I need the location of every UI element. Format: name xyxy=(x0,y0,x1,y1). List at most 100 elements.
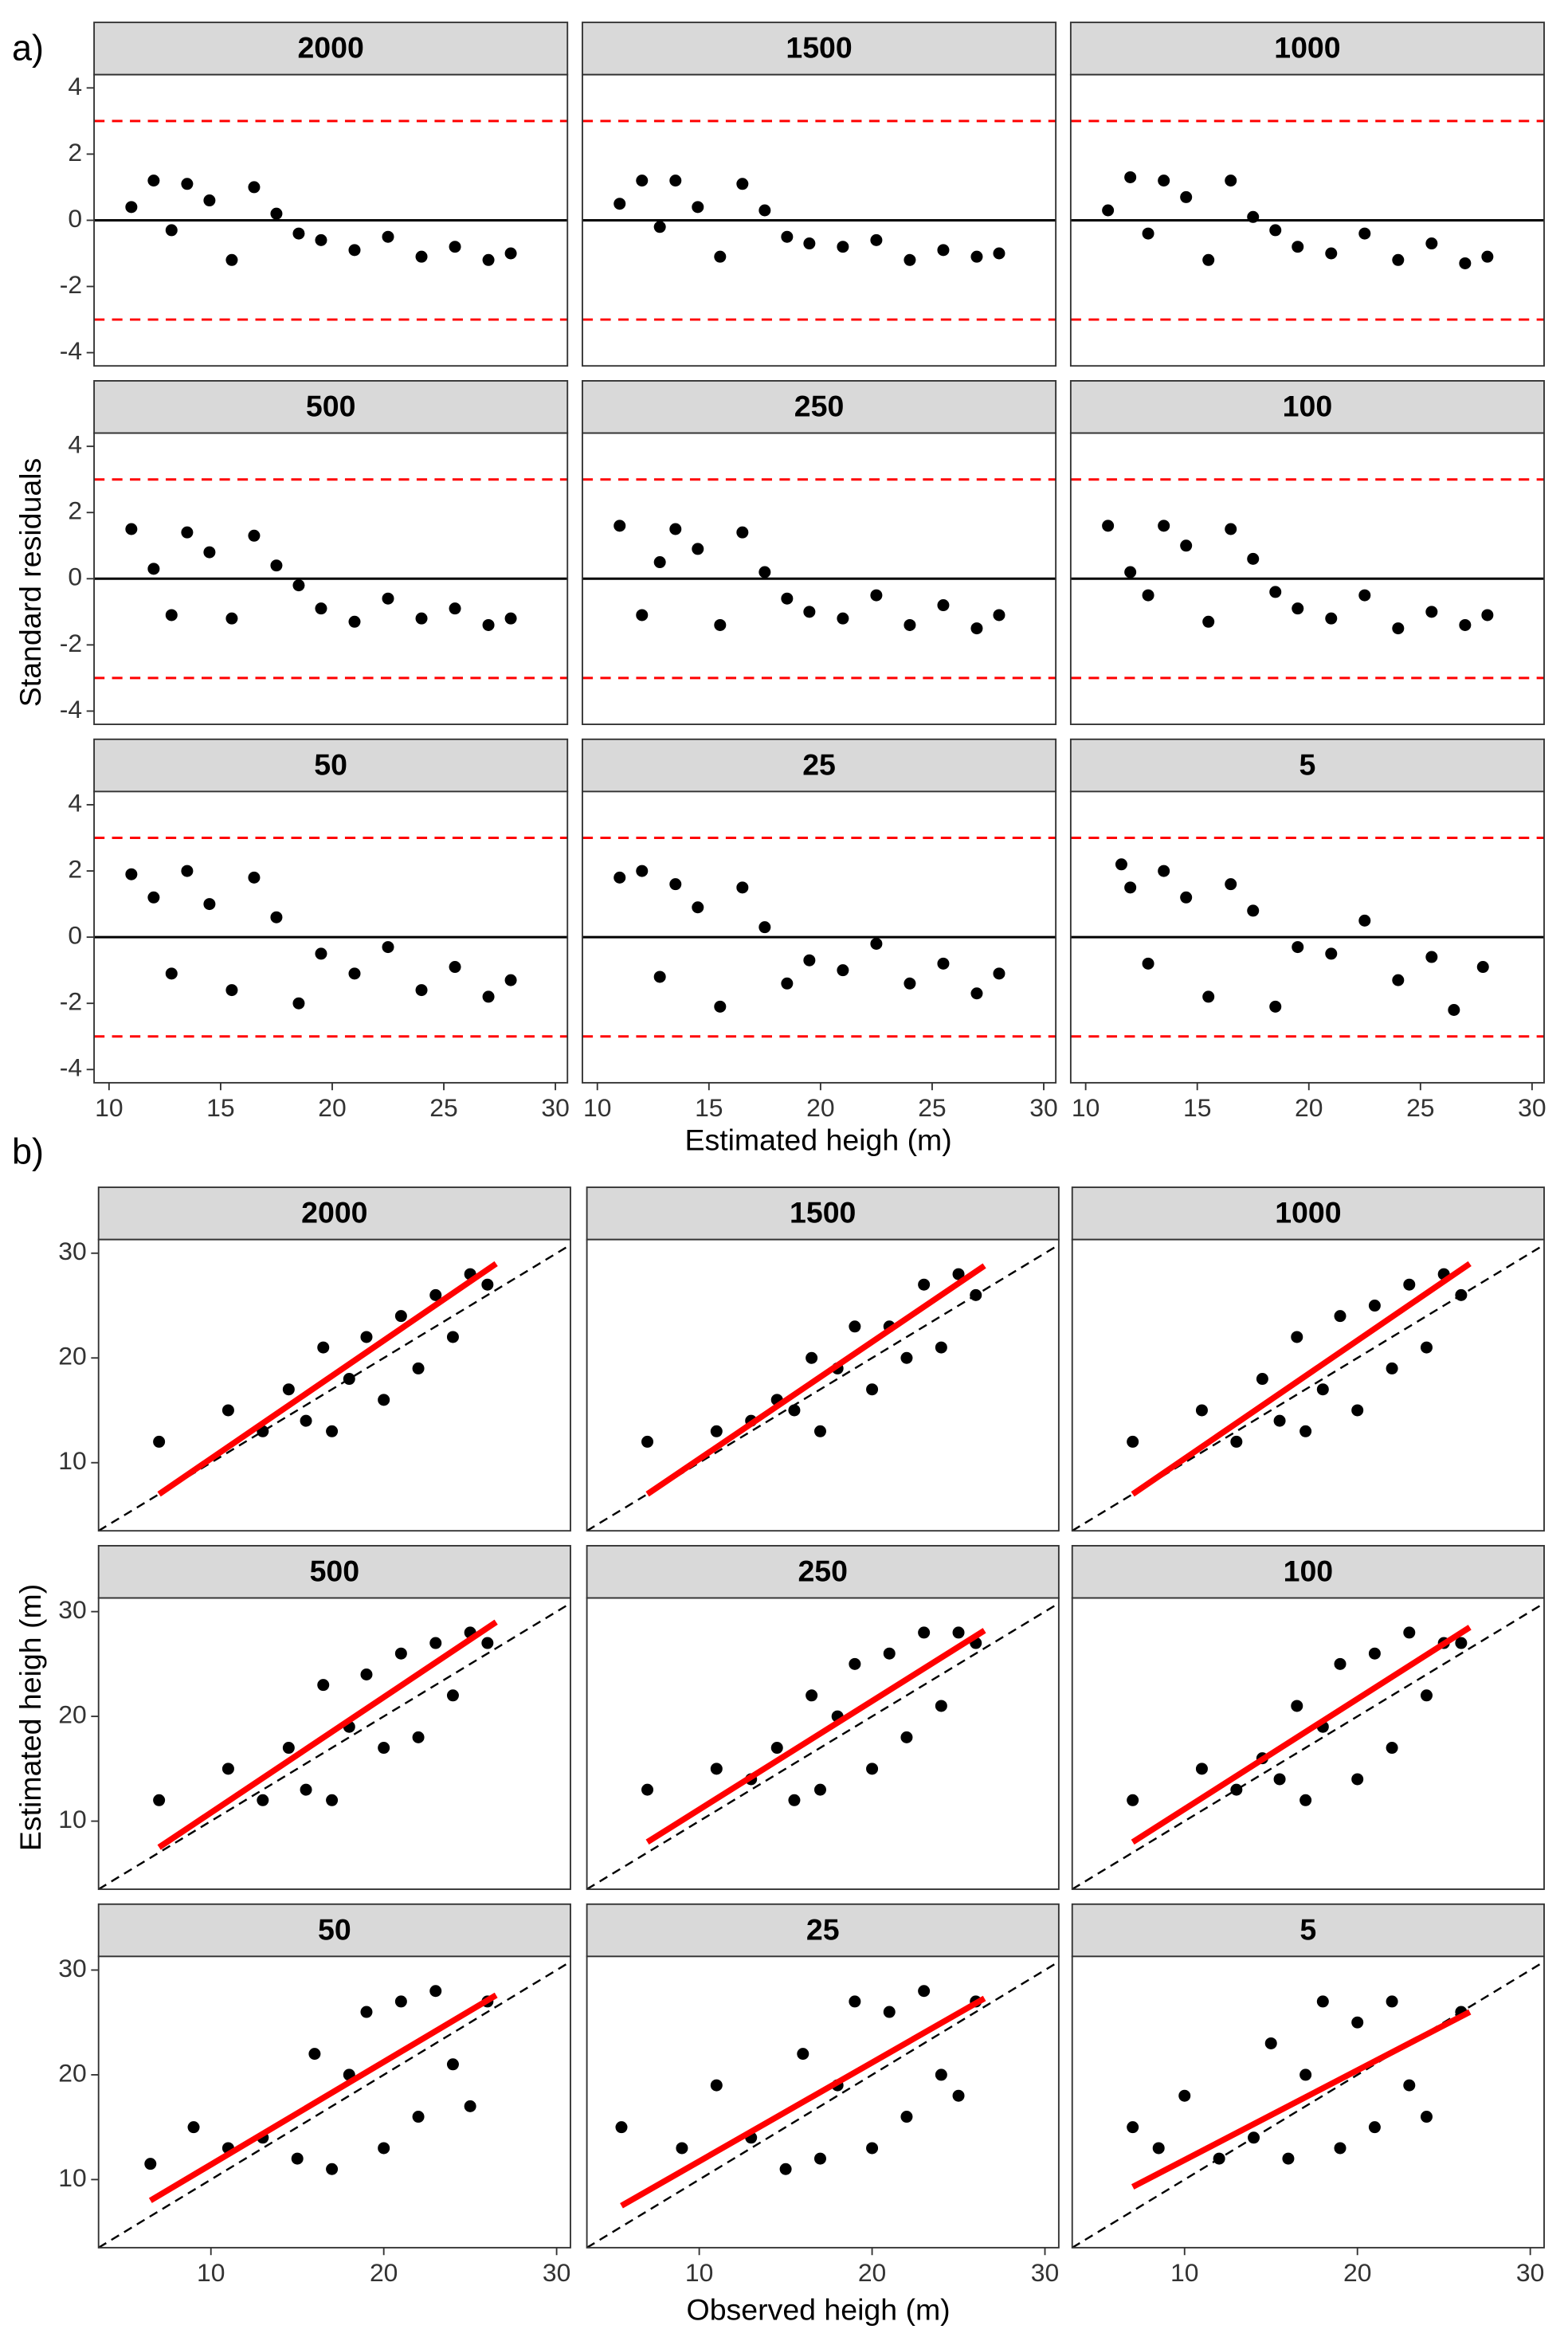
point xyxy=(1124,566,1137,578)
point xyxy=(1420,2111,1433,2123)
strip-title: 50 xyxy=(314,747,347,781)
point xyxy=(153,1435,166,1448)
panel: 25 10 15 20 25 30 xyxy=(582,738,1058,1122)
point xyxy=(636,609,649,622)
strip xyxy=(582,380,1057,434)
panel-border xyxy=(1069,73,1545,367)
x-tick-label: 20 xyxy=(806,1093,834,1122)
strip xyxy=(586,1186,1060,1241)
fit-line xyxy=(1131,1261,1472,1497)
point xyxy=(1202,253,1215,266)
point xyxy=(446,2058,459,2071)
point xyxy=(710,1763,723,1775)
point xyxy=(970,1288,982,1301)
point xyxy=(1158,865,1170,877)
point xyxy=(1368,2121,1381,2134)
strip xyxy=(582,738,1057,793)
point xyxy=(1425,237,1438,250)
point xyxy=(464,2100,476,2112)
panel-border xyxy=(1071,1238,1545,1532)
y-tick-label: -2 xyxy=(60,270,82,299)
point xyxy=(248,529,261,542)
plot-area xyxy=(586,1960,1059,2248)
point xyxy=(125,523,138,535)
point xyxy=(203,546,216,559)
point xyxy=(904,977,916,990)
strip-title: 25 xyxy=(802,747,836,781)
point xyxy=(1392,974,1405,986)
fit-line xyxy=(157,1261,498,1497)
x-tick-label: 30 xyxy=(1516,2258,1544,2287)
point xyxy=(759,204,771,217)
strip xyxy=(1071,1186,1545,1241)
point xyxy=(315,602,327,615)
point xyxy=(308,2048,321,2061)
point xyxy=(1420,1341,1433,1354)
point xyxy=(1292,241,1304,253)
y-tick-label: -4 xyxy=(60,1053,82,1082)
point xyxy=(1124,881,1137,894)
y-tick-label: 10 xyxy=(58,1805,86,1833)
point xyxy=(315,947,327,960)
point xyxy=(1195,1404,1208,1417)
point xyxy=(900,1731,913,1743)
point xyxy=(736,526,749,539)
point xyxy=(446,1331,459,1343)
plot-area xyxy=(94,837,568,1038)
x-tick-label: 30 xyxy=(1031,2258,1059,2287)
point xyxy=(326,1425,339,1437)
point xyxy=(1403,1626,1416,1639)
point xyxy=(360,2006,373,2018)
point xyxy=(1158,174,1170,187)
point xyxy=(153,1794,166,1806)
point xyxy=(382,230,394,243)
y-axis-label: Estimated heigh (m) xyxy=(14,1584,47,1851)
point xyxy=(1325,247,1338,260)
point xyxy=(714,250,727,263)
y-tick-label: 2 xyxy=(68,496,82,525)
point xyxy=(1459,257,1472,269)
point xyxy=(669,878,682,891)
point xyxy=(187,2121,200,2134)
point xyxy=(248,871,261,884)
point xyxy=(482,990,495,1003)
point xyxy=(770,1742,783,1755)
point xyxy=(937,957,950,970)
strip-title: 1500 xyxy=(790,1196,856,1229)
point xyxy=(653,556,666,569)
x-tick-label: 10 xyxy=(685,2258,713,2287)
x-tick-label: 20 xyxy=(318,1093,346,1122)
x-tick-label: 25 xyxy=(918,1093,946,1122)
point xyxy=(1195,1763,1208,1775)
y-tick-label: 30 xyxy=(58,1954,86,1982)
point xyxy=(1351,2016,1364,2029)
point xyxy=(270,559,283,572)
point xyxy=(1455,1637,1468,1649)
y-tick-label: 30 xyxy=(58,1595,86,1624)
point xyxy=(1448,1004,1460,1017)
point xyxy=(813,1425,826,1437)
panel-border xyxy=(97,1597,571,1890)
point xyxy=(806,1351,818,1364)
point xyxy=(615,2121,628,2134)
x-tick-label: 10 xyxy=(197,2258,225,2287)
point xyxy=(147,174,160,187)
point xyxy=(1264,2037,1277,2049)
identity-line xyxy=(98,1602,570,1890)
y-tick-label: -2 xyxy=(60,987,82,1016)
panel: 100 xyxy=(1069,380,1545,725)
panel: 50 -4 -2 0 2 4 10 15 20 25 30 xyxy=(60,738,570,1122)
point xyxy=(714,1000,727,1013)
point xyxy=(870,937,883,950)
point xyxy=(803,606,816,618)
point xyxy=(849,1657,861,1670)
panel-label: a) xyxy=(12,28,44,69)
point xyxy=(1292,602,1304,615)
plot-area xyxy=(94,478,568,680)
point xyxy=(870,589,883,602)
point xyxy=(1269,1000,1282,1013)
point xyxy=(181,178,194,190)
point xyxy=(144,2158,157,2170)
x-tick-label: 25 xyxy=(429,1093,457,1122)
point xyxy=(837,612,849,625)
